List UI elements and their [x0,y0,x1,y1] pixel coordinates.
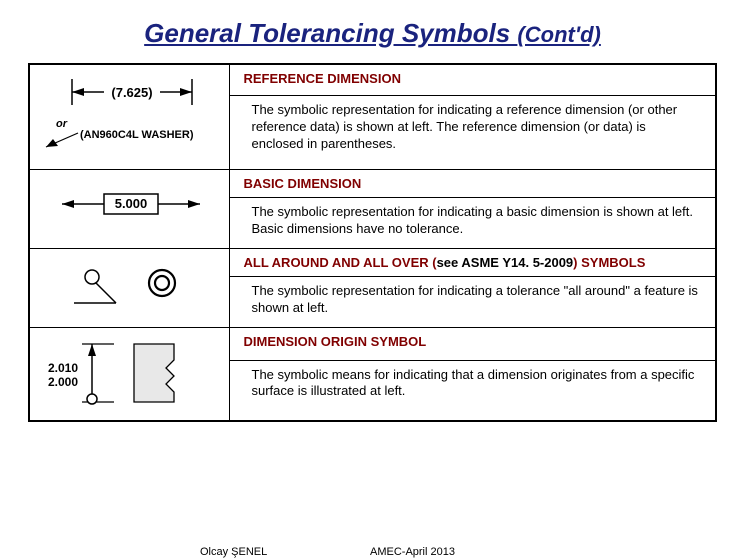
table-row: 5.000 BASIC DIMENSION [29,170,716,198]
reference-dimension-icon: (7.625) or (AN960C4L WASHER) [34,69,224,165]
table-row: (7.625) or (AN960C4L WASHER) REFERENCE D… [29,64,716,95]
svg-text:2.000: 2.000 [48,375,78,389]
footer-author: Olcay ŞENEL [200,546,267,558]
page-title: General Tolerancing Symbols (Cont'd) [28,18,717,49]
heading-allaround: ALL AROUND AND ALL OVER (see ASME Y14. 5… [229,248,716,276]
svg-text:2.010: 2.010 [48,361,78,375]
symbol-cell-reference: (7.625) or (AN960C4L WASHER) [29,64,229,170]
heading-origin: DIMENSION ORIGIN SYMBOL [229,327,716,360]
symbol-cell-basic: 5.000 [29,170,229,249]
symbol-table: (7.625) or (AN960C4L WASHER) REFERENCE D… [28,63,717,422]
symbol-cell-origin: 2.010 2.000 [29,327,229,421]
svg-text:5.000: 5.000 [115,196,148,211]
svg-text:(7.625): (7.625) [112,85,153,100]
title-contd: (Cont'd) [517,22,600,47]
body-allaround: The symbolic representation for indicati… [229,276,716,327]
svg-text:(AN960C4L WASHER): (AN960C4L WASHER) [80,129,194,141]
body-reference: The symbolic representation for indicati… [229,95,716,169]
svg-text:or: or [56,118,68,130]
heading-reference: REFERENCE DIMENSION [229,64,716,95]
body-basic: The symbolic representation for indicati… [229,198,716,249]
basic-dimension-icon: 5.000 [34,174,224,234]
dimension-origin-icon: 2.010 2.000 [34,332,224,416]
title-main: General Tolerancing Symbols [144,18,517,48]
footer-course: AMEC-April 2013 [370,546,455,558]
heading-basic: BASIC DIMENSION [229,170,716,198]
table-row: ALL AROUND AND ALL OVER (see ASME Y14. 5… [29,248,716,276]
table-row: 2.010 2.000 DIMENSION ORIGIN SYMBOL [29,327,716,360]
symbol-cell-allaround [29,248,229,327]
all-around-icon [34,253,224,315]
body-origin: The symbolic means for indicating that a… [229,360,716,420]
